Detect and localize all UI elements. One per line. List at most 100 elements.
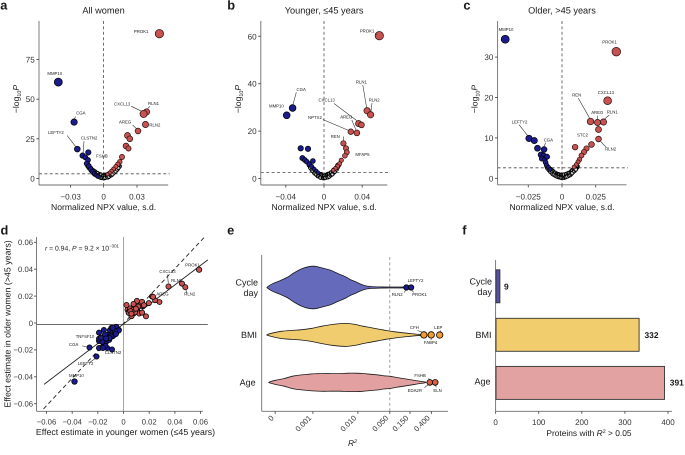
svg-text:PROK1: PROK1 [360, 29, 375, 34]
svg-text:AREG: AREG [119, 120, 132, 125]
svg-text:−0.04: −0.04 [14, 373, 34, 382]
svg-text:RLN2: RLN2 [605, 146, 617, 151]
svg-text:CXCL13: CXCL13 [319, 98, 336, 103]
svg-text:0.02: 0.02 [18, 292, 33, 301]
svg-text:PROK1: PROK1 [602, 40, 617, 45]
svg-text:Older, >45 years: Older, >45 years [528, 6, 596, 16]
svg-text:−0.04: −0.04 [276, 193, 297, 202]
svg-text:−0.06: −0.06 [37, 417, 56, 426]
svg-text:0.06: 0.06 [18, 238, 33, 247]
svg-text:0.04: 0.04 [18, 265, 34, 274]
svg-text:RLN1: RLN1 [171, 278, 183, 283]
svg-text:MMP10: MMP10 [69, 373, 84, 378]
svg-text:CLSTN2: CLSTN2 [81, 136, 98, 141]
svg-text:Effect estimate in older women: Effect estimate in older women (>45 year… [3, 240, 13, 407]
svg-text:30: 30 [484, 53, 494, 62]
svg-text:MMP10: MMP10 [499, 27, 514, 32]
svg-text:−0.02: −0.02 [14, 346, 33, 355]
svg-text:0: 0 [101, 193, 106, 202]
svg-text:NPTX2: NPTX2 [308, 115, 322, 120]
svg-text:CGA: CGA [69, 342, 78, 347]
svg-text:FSHB: FSHB [96, 153, 108, 158]
svg-text:CXCL13: CXCL13 [159, 269, 176, 274]
svg-text:391: 391 [670, 377, 684, 387]
svg-text:CLSTN2: CLSTN2 [105, 350, 122, 355]
svg-text:RLN2: RLN2 [149, 123, 161, 128]
svg-text:FABP4: FABP4 [424, 340, 438, 345]
svg-text:RLN2: RLN2 [184, 291, 196, 296]
svg-text:0: 0 [30, 175, 35, 184]
svg-text:0: 0 [121, 417, 125, 426]
svg-text:RLN1: RLN1 [607, 110, 619, 115]
svg-text:Normalized NPX value, s.d.: Normalized NPX value, s.d. [51, 202, 156, 212]
svg-text:Cycle: Cycle [469, 276, 492, 286]
svg-text:b: b [227, 0, 235, 12]
svg-text:−0.025: −0.025 [516, 192, 541, 201]
svg-text:PROK1: PROK1 [134, 29, 149, 34]
svg-text:75: 75 [26, 56, 36, 65]
svg-text:RLN1: RLN1 [148, 101, 160, 106]
svg-text:LEFTY2: LEFTY2 [408, 278, 424, 283]
svg-text:MFAP5: MFAP5 [355, 152, 370, 157]
svg-text:0: 0 [29, 319, 33, 328]
svg-text:RLN2: RLN2 [392, 292, 404, 297]
svg-text:50: 50 [26, 95, 36, 104]
svg-text:0: 0 [489, 174, 494, 183]
svg-text:20: 20 [484, 94, 494, 103]
svg-text:0.04: 0.04 [167, 417, 183, 426]
svg-text:RLN1: RLN1 [356, 80, 368, 85]
svg-text:ELN: ELN [433, 388, 441, 393]
svg-text:Proteins with R2 > 0.05: Proteins with R2 > 0.05 [546, 428, 632, 438]
svg-text:CFH: CFH [410, 325, 419, 330]
svg-text:CXCL13: CXCL13 [598, 90, 615, 95]
svg-text:0: 0 [560, 192, 565, 201]
svg-text:Younger, ≤45 years: Younger, ≤45 years [285, 6, 364, 16]
svg-text:MMP10: MMP10 [47, 71, 62, 76]
svg-text:0.06: 0.06 [193, 417, 208, 426]
svg-text:0: 0 [252, 175, 257, 184]
svg-text:c: c [463, 0, 470, 13]
svg-text:AREG: AREG [340, 115, 353, 120]
svg-text:FSHB: FSHB [414, 373, 426, 378]
svg-text:−0.02: −0.02 [88, 417, 107, 426]
svg-text:25: 25 [26, 135, 36, 144]
svg-text:LEFTY2: LEFTY2 [48, 130, 64, 135]
svg-text:CGA: CGA [297, 87, 306, 92]
svg-text:MMP10: MMP10 [269, 104, 284, 109]
svg-text:−0.04: −0.04 [62, 417, 82, 426]
svg-text:Normalized NPX value, s.d.: Normalized NPX value, s.d. [509, 202, 614, 212]
svg-text:10: 10 [484, 134, 494, 143]
svg-text:−0.06: −0.06 [14, 400, 33, 409]
svg-text:9: 9 [504, 282, 509, 292]
svg-text:Normalized NPX value, s.d.: Normalized NPX value, s.d. [272, 202, 377, 212]
svg-text:AREG: AREG [156, 291, 169, 296]
svg-text:LEFTY2: LEFTY2 [78, 361, 94, 366]
svg-text:Age: Age [240, 378, 256, 388]
svg-text:day: day [477, 287, 492, 297]
svg-text:400: 400 [661, 418, 675, 427]
svg-text:REN: REN [572, 92, 581, 97]
svg-text:20: 20 [248, 127, 258, 136]
svg-text:−0.03: −0.03 [60, 193, 81, 202]
svg-text:CGA: CGA [76, 111, 85, 116]
svg-text:PROK1: PROK1 [412, 292, 427, 297]
svg-text:0.04: 0.04 [354, 193, 370, 202]
svg-text:RLN2: RLN2 [369, 98, 381, 103]
svg-text:0: 0 [322, 193, 327, 202]
svg-text:a: a [0, 0, 8, 12]
svg-text:d: d [1, 222, 9, 237]
svg-text:STC2: STC2 [577, 132, 589, 137]
svg-text:r = 0.94, P = 9.2 × 10−301: r = 0.94, P = 9.2 × 10−301 [45, 244, 120, 253]
svg-text:AREG: AREG [591, 110, 604, 115]
svg-text:60: 60 [248, 32, 258, 41]
svg-text:Cycle: Cycle [235, 277, 258, 287]
svg-text:LEFTY2: LEFTY2 [512, 120, 528, 125]
svg-text:CGA: CGA [544, 137, 553, 142]
svg-text:REN: REN [331, 134, 340, 139]
svg-text:0.025: 0.025 [586, 192, 607, 201]
svg-text:e: e [227, 222, 234, 237]
svg-text:Effect estimate in younger wom: Effect estimate in younger women (≤45 ye… [36, 427, 215, 437]
svg-text:Age: Age [474, 376, 490, 386]
svg-text:300: 300 [618, 418, 632, 427]
svg-text:LEP: LEP [434, 325, 442, 330]
